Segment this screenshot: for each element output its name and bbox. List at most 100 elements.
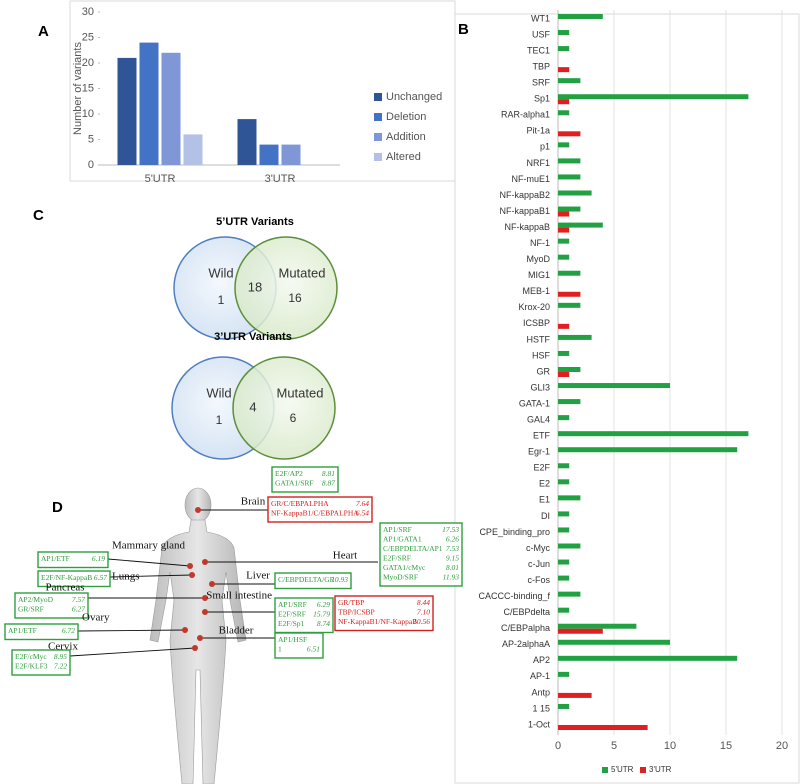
- organ-label: Small intestine: [206, 590, 272, 602]
- score: 6.19: [92, 554, 105, 563]
- bar: [558, 463, 570, 469]
- bar: [558, 692, 592, 698]
- bar: [558, 67, 570, 73]
- y-tick-label: 10: [82, 108, 94, 120]
- venn-circle: [234, 236, 338, 340]
- factor-pair: C/EBPDELTA/AP1: [383, 544, 443, 553]
- legend-label: Deletion: [386, 111, 426, 123]
- bar: [558, 211, 570, 217]
- venn-count: 16: [288, 291, 302, 305]
- organ-label: Brain: [241, 496, 266, 508]
- score: 6.29: [317, 600, 330, 609]
- organ-connector: [107, 558, 191, 567]
- organ-label: Heart: [333, 550, 357, 562]
- bar: [558, 367, 581, 372]
- bar: [558, 511, 570, 517]
- y-tick-label: SRF: [532, 78, 551, 88]
- bar: [558, 559, 570, 565]
- score: 10.56: [413, 617, 430, 626]
- venn-label: Wild: [206, 385, 231, 400]
- bar: [558, 703, 570, 709]
- y-tick-label: NF-kappaB1: [499, 206, 550, 216]
- score: 17.53: [442, 525, 459, 534]
- score-box: [379, 522, 463, 587]
- bar: [558, 543, 581, 549]
- x-tick-label: 5'UTR: [145, 173, 176, 185]
- factor-pair: AP1/ETF: [8, 626, 37, 635]
- score-box: [274, 597, 334, 634]
- score: 8.87: [322, 479, 335, 488]
- x-tick-label: 5: [611, 740, 617, 752]
- score-box: [11, 649, 71, 676]
- score-box: [37, 570, 111, 588]
- score: 6.57: [94, 573, 107, 582]
- venn-label: Mutated: [279, 265, 326, 280]
- bar: [558, 725, 648, 730]
- organ-connector: [109, 574, 193, 578]
- venn-count: 1: [218, 293, 225, 307]
- y-tick-label: 1 15: [532, 703, 550, 713]
- organ-label: Ovary: [82, 612, 110, 624]
- panel-label: C: [33, 207, 44, 224]
- score: 7.22: [54, 662, 67, 671]
- y-tick-label: MyoD: [526, 254, 550, 264]
- score: 8.01: [446, 563, 459, 572]
- bar: [558, 46, 570, 52]
- factor-pair: AP1/GATA1: [383, 535, 422, 544]
- bar: [558, 142, 570, 148]
- y-tick-label: E1: [539, 495, 550, 505]
- score-box: [4, 623, 79, 641]
- score-box: [14, 592, 89, 619]
- bar: [558, 591, 581, 597]
- y-tick-label: WT1: [531, 13, 550, 23]
- bar: [558, 383, 670, 389]
- y-tick-label: E2F: [533, 463, 550, 473]
- y-tick-label: 5: [88, 133, 94, 145]
- panel-label: B: [458, 21, 469, 38]
- bar: [139, 42, 159, 165]
- legend-swatch: [374, 133, 382, 141]
- organ-label: Liver: [246, 570, 270, 582]
- factor-pair: 1: [278, 645, 282, 654]
- organ-dot: [209, 581, 215, 587]
- bar: [161, 52, 181, 165]
- factor-pair: AP1/HSF: [278, 635, 307, 644]
- legend-swatch: [374, 93, 382, 101]
- bar: [558, 238, 570, 244]
- y-tick-label: TBP: [532, 62, 550, 72]
- bar: [558, 131, 581, 137]
- bar: [558, 94, 749, 100]
- factor-pair: E2F/KLF3: [15, 662, 48, 671]
- score: 7.10: [417, 608, 430, 617]
- organ-label: Bladder: [219, 625, 254, 637]
- score: 8.81: [322, 469, 335, 478]
- score: 8.44: [417, 598, 430, 607]
- venn-label: Mutated: [277, 385, 324, 400]
- y-tick-label: Egr-1: [528, 447, 550, 457]
- y-tick-label: ICSBP: [523, 318, 550, 328]
- bar: [558, 270, 581, 276]
- bar: [558, 527, 570, 533]
- bar: [558, 14, 603, 19]
- venn-count: 6: [290, 411, 297, 425]
- y-tick-label: C/EBPdelta: [503, 607, 550, 617]
- y-tick-label: NRF1: [526, 158, 550, 168]
- score: 6.54: [356, 509, 369, 518]
- score-box: [271, 466, 339, 493]
- y-tick-label: NF-kappaB: [504, 222, 550, 232]
- score-box: [274, 632, 324, 659]
- legend-label: Unchanged: [386, 91, 442, 103]
- legend-label: Addition: [386, 131, 426, 143]
- panel-label: D: [52, 499, 63, 516]
- organ-label: Pancreas: [45, 582, 84, 594]
- y-tick-label: 0: [88, 159, 94, 171]
- bar: [558, 628, 603, 634]
- y-axis-title: Number of variants: [72, 42, 84, 135]
- factor-pair: E2F/SRF: [278, 610, 306, 619]
- score: 6.51: [307, 645, 320, 654]
- venn-label: Wild: [208, 265, 233, 280]
- factor-pair: MyoD/SRF: [383, 573, 418, 582]
- bar: [558, 671, 570, 677]
- y-tick-label: NF-kappaB2: [499, 190, 550, 200]
